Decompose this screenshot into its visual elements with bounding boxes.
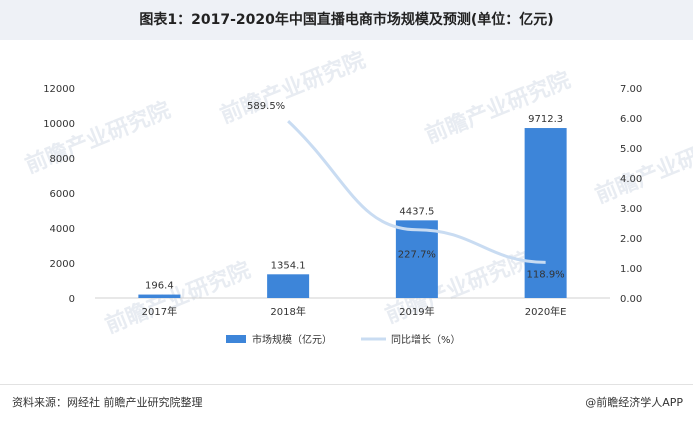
y-right-tick-label: 3.00 — [620, 204, 642, 215]
bar — [267, 274, 310, 298]
legend-bar-label: 市场规模（亿元） — [252, 333, 332, 346]
y-left-tick-label: 4000 — [50, 224, 75, 235]
x-tick-label: 2018年 — [270, 305, 305, 318]
source-note: 资料来源：网经社 前瞻产业研究院整理 — [12, 396, 203, 409]
bar — [138, 294, 181, 298]
y-left-tick-label: 12000 — [43, 84, 75, 95]
y-left-tick-label: 2000 — [50, 259, 75, 270]
legend-bar-swatch — [226, 335, 246, 343]
y-left-tick-label: 0 — [69, 294, 75, 305]
growth-label: 227.7% — [398, 250, 436, 261]
legend-line-label: 同比增长（%） — [391, 333, 461, 346]
footer-divider — [0, 384, 693, 385]
y-right-tick-label: 0.00 — [620, 294, 642, 305]
brand-credit: @前瞻经济学人APP — [585, 396, 683, 409]
y-right-tick-label: 7.00 — [620, 84, 642, 95]
bar-value-label: 196.4 — [145, 281, 174, 292]
bar-value-label: 4437.5 — [399, 206, 434, 217]
chart-svg: 0 2000 4000 6000 8000 10000 12000 0.00 1.00 2.00 3… — [43, 84, 642, 346]
growth-line — [287, 120, 546, 264]
y-left-tick-label: 8000 — [50, 154, 75, 165]
y-right-tick-label: 1.00 — [620, 264, 642, 275]
bar-value-label: 9712.3 — [528, 114, 563, 125]
y-right-tick-label: 2.00 — [620, 234, 642, 245]
y-left-tick-label: 6000 — [50, 189, 75, 200]
growth-label: 118.9% — [527, 269, 565, 280]
y-right-tick-label: 4.00 — [620, 174, 642, 185]
bar-value-label: 1354.1 — [271, 260, 306, 271]
y-right-tick-label: 5.00 — [620, 144, 642, 155]
chart-area: 0 2000 4000 6000 8000 10000 12000 0.00 1.00 2.00 3… — [0, 40, 693, 380]
chart-title: 图表1：2017-2020年中国直播电商市场规模及预测(单位：亿元) — [139, 12, 554, 28]
bar — [395, 220, 438, 298]
title-bar: 图表1：2017-2020年中国直播电商市场规模及预测(单位：亿元) — [0, 0, 693, 40]
x-tick-label: 2019年 — [399, 305, 434, 318]
x-tick-label: 2020年E — [525, 305, 567, 318]
y-left-tick-label: 10000 — [43, 119, 75, 130]
growth-label: 589.5% — [247, 101, 285, 112]
y-right-tick-label: 6.00 — [620, 114, 642, 125]
bar — [524, 128, 567, 298]
x-tick-label: 2017年 — [142, 305, 177, 318]
